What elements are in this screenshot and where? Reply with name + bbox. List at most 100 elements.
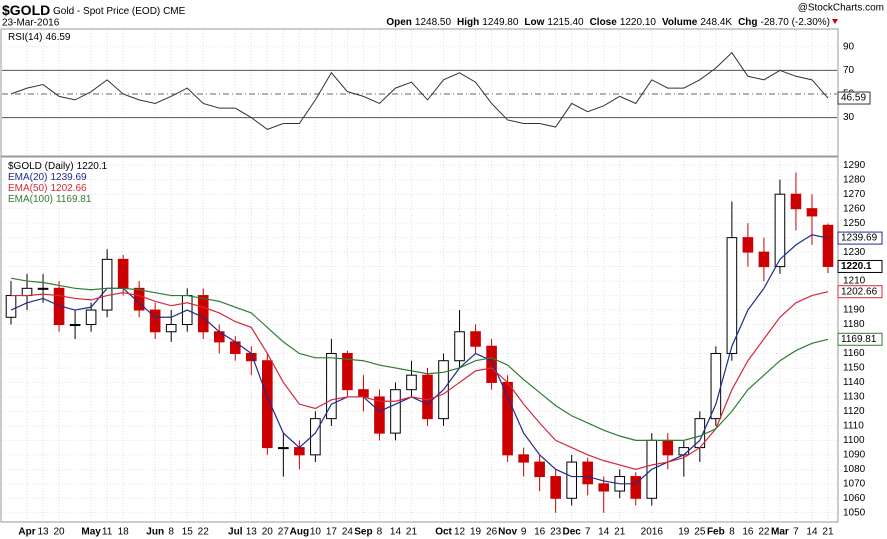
value-tag-label: 1239.69	[841, 233, 878, 244]
x-tick-label: Jun	[146, 527, 164, 538]
candle-body	[262, 360, 273, 449]
source: @StockCharts.com	[798, 3, 884, 14]
x-tick-label: Apr	[18, 527, 35, 538]
x-tick-label: 18	[118, 527, 130, 538]
price-tick-label: 1080	[843, 464, 866, 475]
candle-body	[518, 454, 529, 463]
x-tick-label: 22	[758, 527, 770, 538]
value-tag	[837, 332, 883, 346]
price-tick-label: 1230	[843, 247, 866, 258]
rsi-tag-label: 46.59	[841, 93, 866, 104]
x-tick-label: 13	[37, 527, 49, 538]
x-tick-label: 8	[729, 527, 735, 538]
x-tick-label: Sep	[354, 527, 372, 538]
x-tick-label: Jul	[228, 527, 243, 538]
price-tick-label: 1190	[843, 305, 865, 316]
legend-name: EMA(50)	[8, 183, 47, 194]
rsi-tick-label: 30	[843, 112, 855, 123]
x-tick-label: 22	[198, 527, 210, 538]
ema-line	[10, 234, 829, 485]
candle-body	[374, 396, 385, 434]
x-tick-label: 20	[54, 527, 66, 538]
x-tick-label: May	[81, 527, 101, 538]
candle-body	[470, 331, 481, 347]
candle-body	[390, 389, 401, 434]
x-tick-label: Oct	[435, 527, 452, 538]
x-tick-label: Feb	[707, 527, 725, 538]
x-tick-label: 9	[521, 527, 527, 538]
candle-body	[294, 447, 305, 456]
x-tick-label: 14	[806, 527, 818, 538]
candle-body	[5, 295, 17, 318]
price-tick-label: 1250	[843, 218, 866, 229]
x-tick-label: 17	[326, 527, 338, 538]
candle-body	[358, 389, 369, 398]
x-tick-label: 14	[598, 527, 610, 538]
rsi-line	[10, 51, 829, 130]
price-tick-label: 1130	[843, 392, 865, 403]
x-tick-label: 24	[342, 527, 354, 538]
x-tick-label: 7	[793, 527, 799, 538]
ema-line	[10, 277, 829, 441]
value-tag	[837, 231, 883, 245]
quote-line: Open 1248.50 High 1249.80 Low 1215.40 Close 122…	[386, 17, 830, 28]
price-tick-label: 1290	[843, 160, 866, 171]
x-tick-label: 16	[534, 527, 546, 538]
legend-name: EMA(100)	[8, 194, 53, 205]
candle-body	[278, 447, 289, 450]
candle-body	[422, 374, 433, 420]
candle-body	[662, 439, 674, 456]
date: 23-Mar-2016	[2, 18, 60, 29]
price-tick-label: 1070	[843, 478, 866, 489]
price-tick-label: 1150	[843, 363, 865, 374]
value-tag-label: 1169.81	[841, 334, 877, 345]
legend-value: 1239.69	[50, 172, 87, 183]
rsi-legend: RSI(14) 46.59	[8, 32, 71, 43]
candle-body	[342, 352, 353, 391]
price-tick-label: 1110	[843, 421, 864, 432]
x-tick-label: 23	[550, 527, 562, 538]
candle-body	[454, 331, 465, 362]
price-tick-label: 1090	[843, 449, 866, 460]
price-tick-label: 1100	[843, 435, 865, 446]
x-tick-label: Nov	[498, 527, 517, 538]
legend-entry: EMA(20) 1239.69	[8, 172, 87, 183]
quote-label: Low	[524, 17, 544, 28]
price-tick-label: 1050	[843, 507, 866, 518]
candle-body	[726, 237, 738, 354]
ema-line	[11, 291, 829, 470]
symbol: $GOLD	[2, 2, 50, 18]
rsi-tag	[837, 91, 871, 105]
x-tick-label: 19	[470, 527, 482, 538]
x-tick-label: 11	[102, 527, 113, 538]
quote-value: 1248.50	[415, 17, 452, 28]
price-last: 1220.1	[77, 161, 108, 172]
quote-label: Volume	[662, 17, 698, 28]
candle-body	[582, 461, 594, 485]
quote-value: -28.70 (-2.30%)	[761, 17, 830, 28]
description: Gold - Spot Price (EOD)	[53, 6, 160, 17]
legend-value: 1169.81	[56, 194, 92, 205]
legend-entry: EMA(50) 1202.66	[8, 183, 87, 194]
exchange: CME	[163, 6, 186, 17]
rsi-tick-label: 90	[843, 41, 855, 52]
price-tick-label: 1140	[843, 377, 865, 388]
x-tick-label: 7	[585, 527, 591, 538]
candle-body	[197, 295, 209, 333]
x-tick-label: 21	[406, 527, 418, 538]
price-tick-label: 1180	[843, 319, 865, 330]
x-tick-label: 2016	[641, 527, 664, 538]
candle-body	[37, 287, 49, 290]
candle-body	[566, 461, 577, 499]
legend-entry: EMA(100) 1169.81	[8, 194, 92, 205]
candle-body	[790, 193, 802, 210]
quote-value: 1249.80	[482, 17, 519, 28]
x-tick-label: 27	[278, 527, 290, 538]
candle-body	[85, 309, 97, 326]
candle-body	[165, 324, 177, 333]
x-tick-label: 10	[310, 527, 322, 538]
rsi-tick-label: 70	[843, 65, 855, 76]
candle-body	[774, 193, 786, 268]
price-title: $GOLD (Daily)	[8, 161, 74, 172]
